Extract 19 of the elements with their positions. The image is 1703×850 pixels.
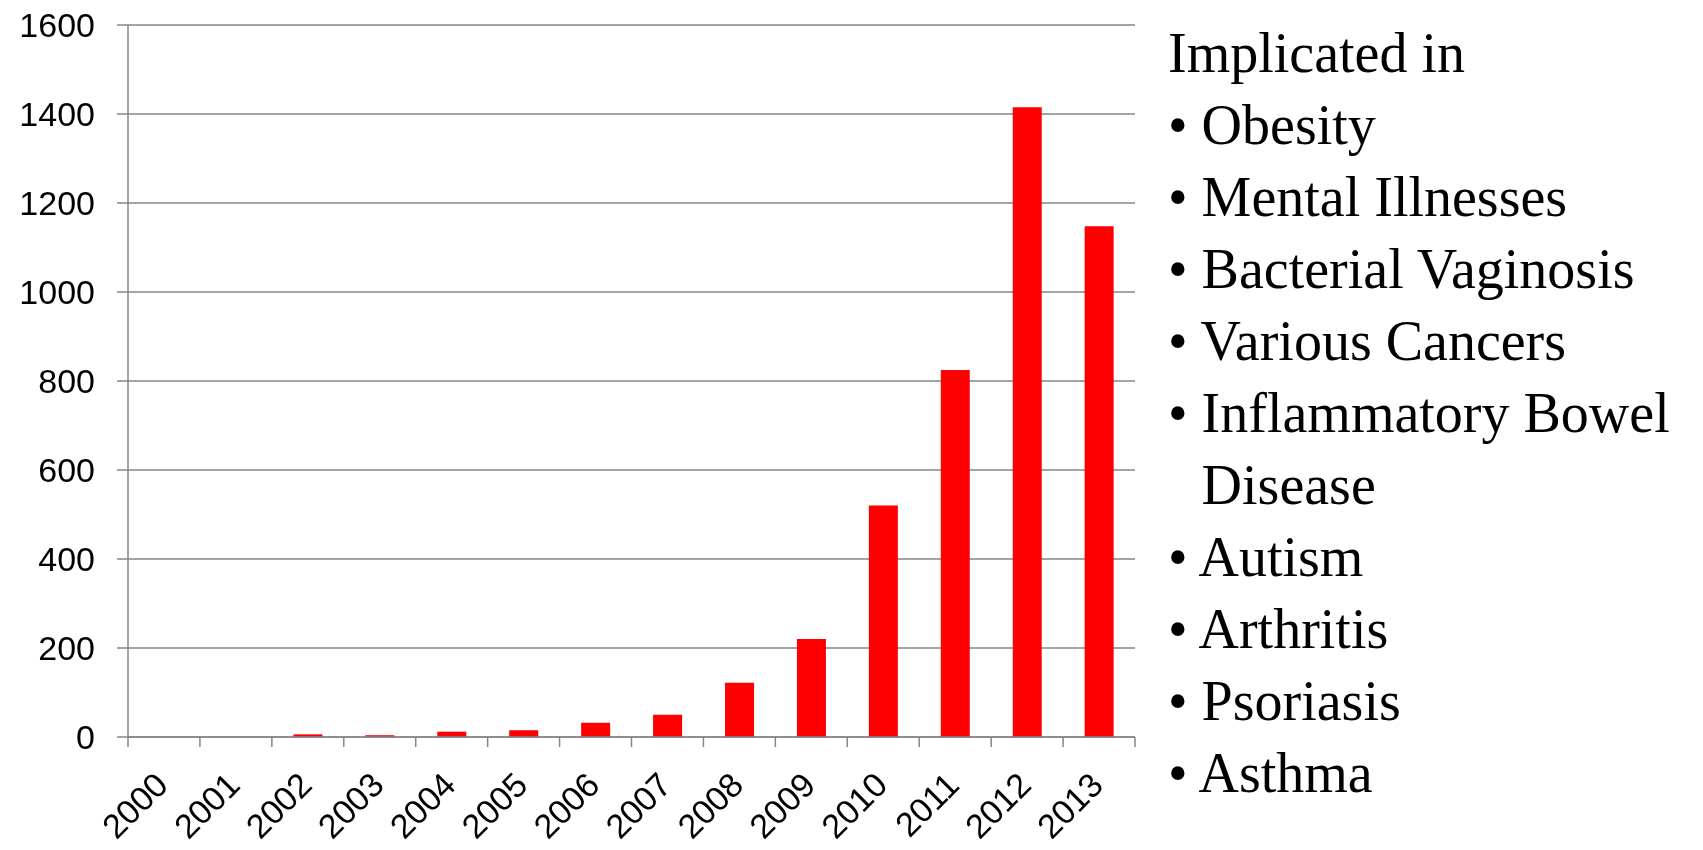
y-tick-label: 600 <box>38 451 95 490</box>
text: • Autism <box>1168 525 1365 590</box>
text: • Bacterial Vaginosis <box>1168 237 1636 302</box>
text: • Various Cancers <box>1168 309 1568 374</box>
y-tick-label: 800 <box>38 362 95 401</box>
text: • Inflammatory Bowel Disease <box>1168 381 1671 518</box>
y-tick-label: 200 <box>38 629 95 668</box>
y-tick-label: 1000 <box>19 273 95 312</box>
text: • Obesity <box>1168 93 1377 158</box>
text: • Asthma <box>1168 741 1374 806</box>
text: Implicated in <box>1168 21 1466 86</box>
y-tick-label: 1400 <box>19 95 95 134</box>
y-tick-label: 1200 <box>19 184 95 223</box>
text: • Arthritis <box>1168 597 1390 662</box>
text: • Psoriasis <box>1168 669 1402 734</box>
y-tick-label: 1600 <box>19 6 95 45</box>
text: • Mental Illnesses <box>1168 165 1569 230</box>
y-tick-label: 400 <box>38 540 95 579</box>
y-tick-label: 0 <box>76 718 95 757</box>
